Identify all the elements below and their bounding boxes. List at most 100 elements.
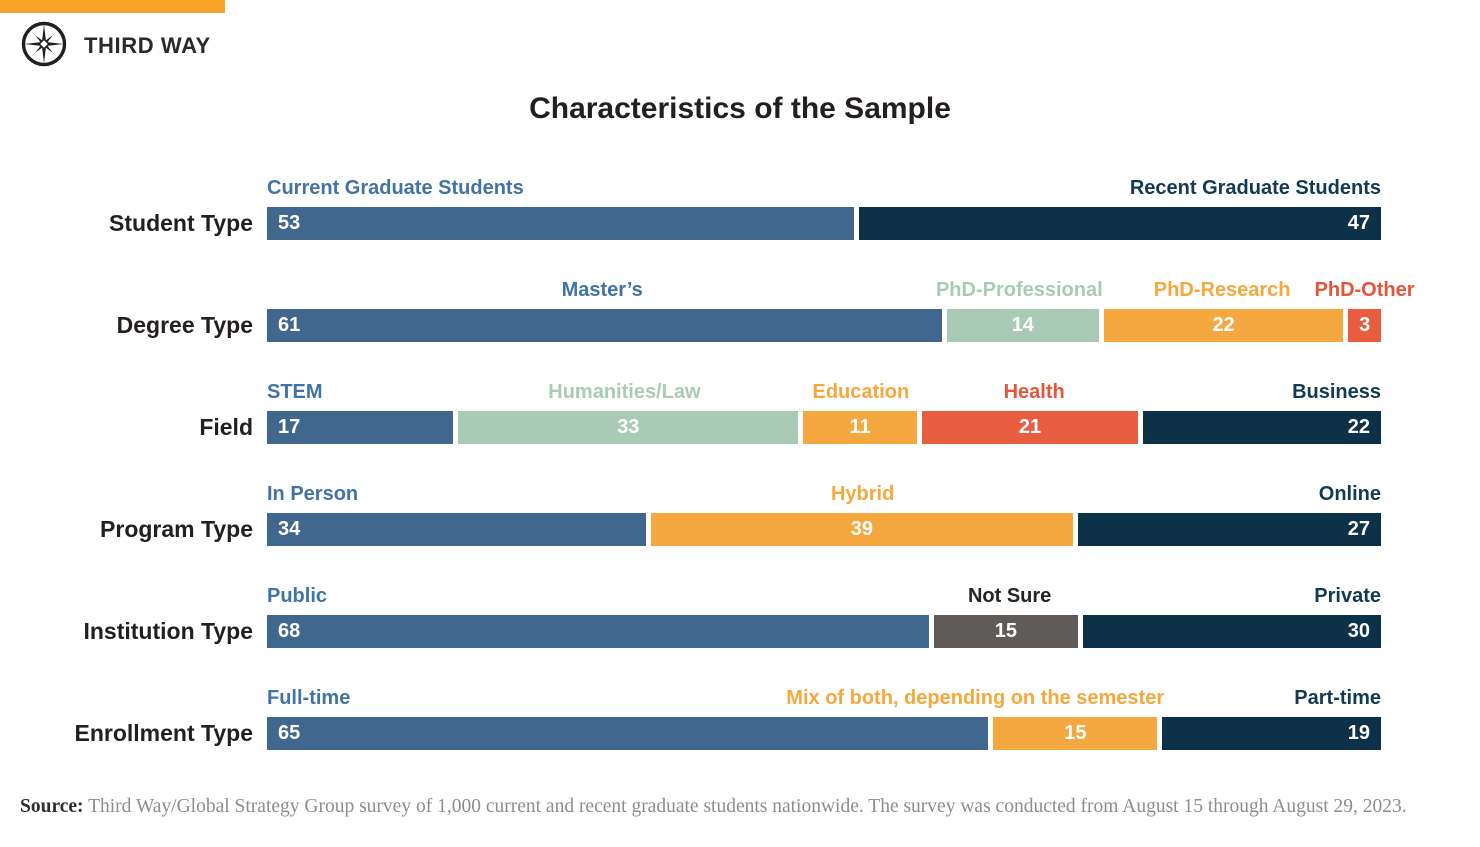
- segment-label: PhD-Professional: [935, 279, 1103, 301]
- segment-label-cell: In Person: [267, 480, 642, 506]
- segment-labels: Current Graduate Students Recent Graduate…: [267, 174, 1381, 200]
- row-label: Field: [199, 414, 253, 440]
- bar-segment: 65: [267, 717, 989, 750]
- chart-row: Enrollment Type Full-time Mix of both, dep…: [0, 684, 1381, 750]
- segment-label-cell: Hybrid: [647, 480, 1078, 506]
- segment-labels: Master’s PhD-Professional PhD-Research PhD-…: [267, 276, 1415, 302]
- row-body: Current Graduate Students Recent Graduate…: [267, 174, 1381, 240]
- bar-segment: 17: [267, 411, 454, 444]
- segment-label-cell: PhD-Research: [1101, 276, 1343, 302]
- segment-label: STEM: [267, 381, 323, 403]
- segment-bars: 65 15 19: [267, 717, 1381, 750]
- segment-label-cell: PhD-Professional: [936, 276, 1103, 302]
- source-note: Source: Third Way/Global Strategy Group …: [20, 794, 1415, 820]
- bar-segment: 11: [803, 411, 917, 444]
- row-body: Master’s PhD-Professional PhD-Research PhD-…: [267, 276, 1415, 342]
- segment-label: Full-time: [267, 687, 351, 709]
- segment-labels: Full-time Mix of both, depending on the s…: [267, 684, 1381, 710]
- segment-label-cell: Online: [1083, 480, 1381, 506]
- segment-value: 22: [1212, 314, 1235, 336]
- segment-value: 53: [278, 212, 301, 234]
- segment-label: Private: [1314, 585, 1381, 607]
- segment-value: 21: [1018, 416, 1042, 438]
- bar-segment: 39: [650, 513, 1073, 546]
- bar-segment: 3: [1348, 309, 1381, 342]
- segment-value: 65: [278, 722, 301, 744]
- segment-value: 15: [1064, 722, 1087, 744]
- chart-row: Degree Type Master’s PhD-Professional PhD-R…: [0, 276, 1415, 342]
- segment-label: Master’s: [561, 279, 643, 301]
- chart: Student Type Current Graduate Students Rec…: [0, 174, 1415, 750]
- segment-label-cell: STEM: [267, 378, 446, 404]
- bar-segment: 68: [267, 615, 930, 648]
- segment-label: Business: [1292, 381, 1382, 403]
- segment-value: 19: [1347, 722, 1370, 744]
- chart-row: Institution Type Public Not Sure Private 68 1…: [0, 582, 1381, 648]
- compass-star-icon: [20, 20, 68, 73]
- top-accent-bar: [0, 0, 225, 13]
- segment-label: PhD-Other: [1314, 279, 1415, 301]
- bar-segment: 34: [267, 513, 646, 546]
- bar-segment: 22: [1143, 411, 1382, 444]
- row-label: Student Type: [109, 210, 253, 236]
- source-text: Third Way/Global Strategy Group survey o…: [83, 796, 1407, 817]
- row-label: Degree Type: [116, 312, 253, 338]
- segment-label-cell: Public: [267, 582, 931, 608]
- segment-value: 14: [1011, 314, 1034, 336]
- segment-label-cell: Humanities/Law: [451, 378, 798, 404]
- segment-value: 47: [1347, 212, 1370, 234]
- segment-label-cell: Master’s: [267, 276, 937, 302]
- segment-bars: 17 33 11 21 22: [267, 411, 1382, 444]
- chart-row: Student Type Current Graduate Students Rec…: [0, 174, 1381, 240]
- bar-segment: 14: [946, 309, 1099, 342]
- segment-bars: 53 47: [267, 207, 1381, 240]
- segment-value: 33: [617, 416, 640, 438]
- segment-bars: 61 14 22 3: [267, 309, 1381, 342]
- segment-label: Health: [1003, 381, 1065, 403]
- segment-value: 15: [994, 620, 1018, 642]
- chart-row: Program Type In Person Hybrid Online 34 39 27: [0, 480, 1381, 546]
- row-body: Public Not Sure Private 68 15 30: [267, 582, 1381, 648]
- segment-labels: STEM Humanities/Law Education Health Busines…: [267, 378, 1381, 404]
- segment-label-cell: Part-time: [1169, 684, 1381, 710]
- row-body: STEM Humanities/Law Education Health Busines…: [267, 378, 1382, 444]
- segment-label: In Person: [267, 483, 359, 505]
- segment-label: Public: [267, 585, 328, 607]
- row-label: Program Type: [100, 516, 253, 542]
- bar-segment: 15: [993, 717, 1158, 750]
- segment-bars: 34 39 27: [267, 513, 1381, 546]
- bar-segment: 33: [458, 411, 799, 444]
- segment-value: 30: [1347, 620, 1370, 642]
- segment-label-cell: Education: [803, 378, 919, 404]
- segment-label-cell: Recent Graduate Students: [860, 174, 1381, 200]
- segment-value: 39: [850, 518, 873, 540]
- bar-segment: 27: [1077, 513, 1381, 546]
- segment-label-cell: Not Sure: [936, 582, 1083, 608]
- segment-label: Recent Graduate Students: [1129, 177, 1381, 199]
- bar-segment: 30: [1082, 615, 1381, 648]
- bar-segment: 19: [1162, 717, 1381, 750]
- segment-value: 27: [1347, 518, 1370, 540]
- bar-segment: 21: [921, 411, 1139, 444]
- segment-value: 68: [278, 620, 301, 642]
- segment-labels: In Person Hybrid Online: [267, 480, 1381, 506]
- segment-label-cell: PhD-Other: [1315, 276, 1415, 302]
- segment-label-cell: Full-time: [267, 684, 992, 710]
- segment-label: Hybrid: [830, 483, 895, 505]
- segment-label: PhD-Research: [1153, 279, 1291, 301]
- row-body: Full-time Mix of both, depending on the s…: [267, 684, 1381, 750]
- page-title: Characteristics of the Sample: [529, 92, 951, 125]
- segment-label-cell: Mix of both, depending on the semester: [786, 684, 1164, 710]
- bar-segment: 15: [934, 615, 1078, 648]
- segment-value: 61: [278, 314, 301, 336]
- bar-segment: 47: [859, 207, 1381, 240]
- segment-value: 22: [1347, 416, 1371, 438]
- segment-bars: 68 15 30: [267, 615, 1381, 648]
- segment-label-cell: Private: [1088, 582, 1381, 608]
- segment-label: Education: [812, 381, 910, 403]
- segment-label: Current Graduate Students: [267, 177, 524, 199]
- segment-label: Mix of both, depending on the semester: [786, 687, 1165, 709]
- segment-label-cell: Business: [1150, 378, 1381, 404]
- bar-segment: 61: [267, 309, 942, 342]
- segment-value: 3: [1359, 314, 1371, 336]
